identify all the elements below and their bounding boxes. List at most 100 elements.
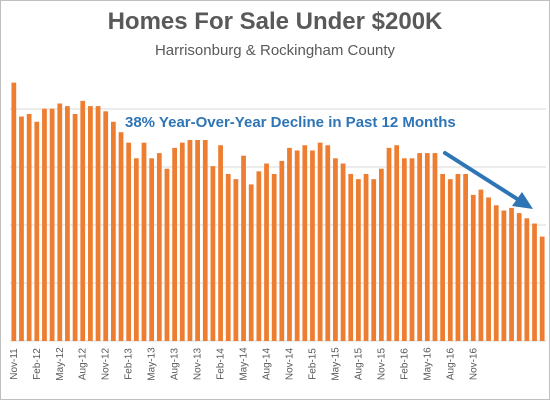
- bar: [256, 171, 262, 341]
- bar: [432, 153, 438, 341]
- bar: [80, 100, 86, 341]
- bar: [509, 207, 514, 341]
- bar: [42, 108, 47, 342]
- bar: [19, 116, 24, 341]
- bar: [386, 147, 392, 341]
- bar: [141, 142, 147, 341]
- bar: [463, 173, 468, 341]
- bar: [172, 147, 177, 341]
- bar: [187, 140, 193, 341]
- bar: [310, 150, 315, 341]
- bar: [49, 108, 55, 342]
- bar: [11, 82, 17, 342]
- bar: [340, 163, 346, 341]
- bar: [95, 106, 101, 341]
- chart-annotation: 38% Year-Over-Year Decline in Past 12 Mo…: [125, 114, 456, 131]
- bar: [470, 194, 476, 341]
- bar: [126, 142, 132, 341]
- bars: [11, 82, 545, 342]
- x-tick-label: May-12: [55, 347, 66, 381]
- bar: [202, 140, 208, 341]
- x-tick-label: May-16: [422, 347, 433, 381]
- x-tick-label: Feb-16: [399, 348, 410, 380]
- bar: [264, 163, 269, 341]
- bar: [424, 153, 430, 341]
- bar: [478, 189, 484, 341]
- bar: [271, 173, 277, 341]
- bar: [302, 145, 308, 341]
- bar: [532, 223, 537, 341]
- x-tick-label: Feb-14: [216, 348, 227, 380]
- x-tick-label: Feb-12: [32, 348, 43, 380]
- bar: [524, 218, 530, 341]
- x-tick-label: May-15: [330, 347, 341, 381]
- bar: [348, 173, 354, 341]
- x-tick-label: Aug-15: [353, 347, 364, 380]
- bar: [156, 153, 162, 341]
- x-tick-labels: Nov-11 Feb-12 May-12 Aug-12 Nov-12 Feb-13 May-…: [9, 347, 479, 381]
- x-tick-label: Nov-15: [376, 347, 387, 380]
- x-tick-label: Feb-15: [307, 348, 318, 380]
- bar: [371, 179, 377, 341]
- bar: [149, 158, 155, 341]
- x-tick-label: May-14: [239, 347, 250, 381]
- x-tick-label: Aug-12: [78, 347, 89, 380]
- bar: [65, 106, 70, 341]
- x-tick-label: Aug-14: [262, 347, 273, 380]
- bar: [57, 103, 63, 342]
- bar: [88, 106, 93, 341]
- bar: [493, 205, 499, 341]
- x-tick-label: Nov-14: [284, 347, 295, 380]
- bar: [294, 150, 300, 341]
- bar: [287, 147, 292, 341]
- bar: [333, 158, 338, 341]
- bar: [440, 173, 445, 341]
- bar: [233, 179, 239, 341]
- bar: [225, 173, 231, 341]
- bar: [486, 197, 491, 341]
- bar: [501, 210, 507, 341]
- bar: [363, 173, 369, 341]
- x-tick-label: Nov-11: [9, 348, 20, 380]
- bar: [317, 142, 323, 341]
- bar: [195, 140, 200, 341]
- bar: [401, 158, 407, 341]
- bar: [279, 160, 285, 341]
- bar: [111, 121, 116, 341]
- bar: [417, 153, 423, 341]
- bar: [447, 179, 453, 341]
- x-tick-label: Nov-13: [193, 347, 204, 380]
- trend-arrow-line: [443, 151, 524, 204]
- bar: [379, 168, 384, 341]
- trend-arrow: [443, 151, 533, 209]
- bar: [455, 173, 461, 341]
- chart-subtitle: Harrisonburg & Rockingham County: [154, 42, 396, 59]
- bar: [218, 145, 223, 341]
- bar: [248, 184, 254, 341]
- bar: [409, 158, 415, 341]
- x-tick-label: Feb-13: [124, 348, 135, 380]
- x-tick-label: Aug-13: [170, 347, 181, 380]
- trend-arrow-head: [512, 192, 533, 209]
- bar: [26, 113, 32, 342]
- x-tick-label: Nov-16: [468, 347, 479, 380]
- bar: [179, 142, 185, 341]
- bar: [325, 145, 331, 341]
- chart-title: Homes For Sale Under $200K: [107, 8, 443, 35]
- bar: [394, 145, 400, 341]
- x-tick-label: Aug-16: [445, 347, 456, 380]
- bar: [72, 113, 78, 342]
- bar: [164, 168, 170, 341]
- bar: [34, 121, 40, 341]
- bar: [356, 179, 361, 341]
- bar: [118, 132, 124, 341]
- x-tick-label: May-13: [147, 347, 158, 381]
- bar: [241, 155, 246, 341]
- bar: [516, 213, 522, 341]
- bar: [210, 166, 216, 341]
- bar: [103, 111, 109, 341]
- x-tick-label: Nov-12: [101, 347, 112, 380]
- bar: [133, 158, 139, 341]
- bar: [539, 236, 545, 341]
